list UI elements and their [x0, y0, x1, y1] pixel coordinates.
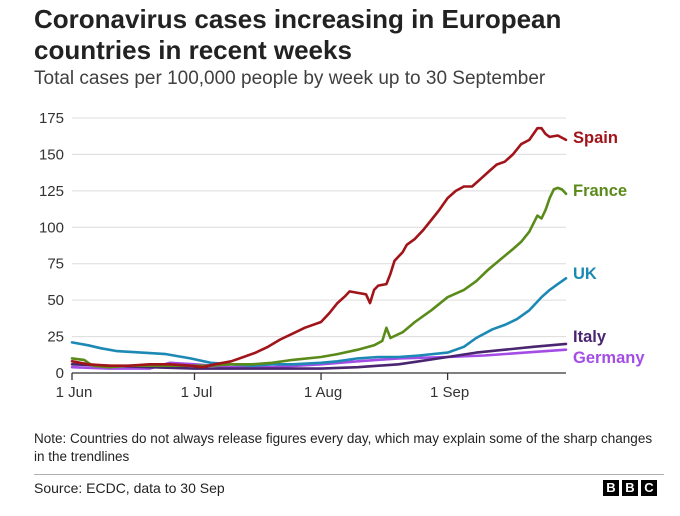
y-tick-label: 100: [39, 219, 64, 236]
x-tick-label: 1 Jul: [181, 384, 213, 401]
y-tick-label: 150: [39, 146, 64, 163]
y-tick-label: 50: [47, 292, 64, 309]
series-label-germany: Germany: [573, 349, 645, 367]
source-text: Source: ECDC, data to 30 Sep: [34, 480, 225, 496]
chart-subtitle: Total cases per 100,000 people by week u…: [34, 68, 546, 89]
bbc-logo: B B C: [603, 480, 657, 496]
series-line-italy: [70, 342, 568, 370]
x-tick-label: 1 Jun: [56, 384, 93, 401]
y-tick-label: 0: [56, 365, 64, 382]
chart-title: Coronavirus cases increasing in European…: [34, 4, 562, 65]
chart-note: Note: Countries do not always release fi…: [34, 431, 653, 464]
logo-letter: B: [603, 480, 619, 496]
y-tick-label: 125: [39, 183, 64, 200]
footer-divider: [34, 474, 664, 475]
y-tick-label: 75: [47, 256, 64, 273]
y-tick-label: 25: [47, 329, 64, 346]
series-label-italy: Italy: [573, 328, 607, 346]
axes: 0 25 50 75 100 125 150 175 1 Jun 1 Jul 1 Aug 1 Sep: [39, 110, 566, 401]
y-tick-label: 175: [39, 110, 64, 127]
series-line-spain: [70, 126, 568, 369]
gridlines: [72, 117, 566, 338]
series-lines: [70, 126, 568, 370]
series-line-france: [70, 186, 568, 369]
series-line-uk: [70, 277, 568, 367]
x-tick-label: 1 Aug: [304, 384, 342, 401]
x-tick-label: 1 Sep: [430, 384, 469, 401]
series-labels: Spain France UK Italy Germany: [573, 129, 645, 367]
series-label-spain: Spain: [573, 129, 618, 147]
series-label-france: France: [573, 182, 627, 200]
series-label-uk: UK: [573, 265, 597, 283]
logo-letter: B: [622, 480, 638, 496]
logo-letter: C: [641, 480, 657, 496]
